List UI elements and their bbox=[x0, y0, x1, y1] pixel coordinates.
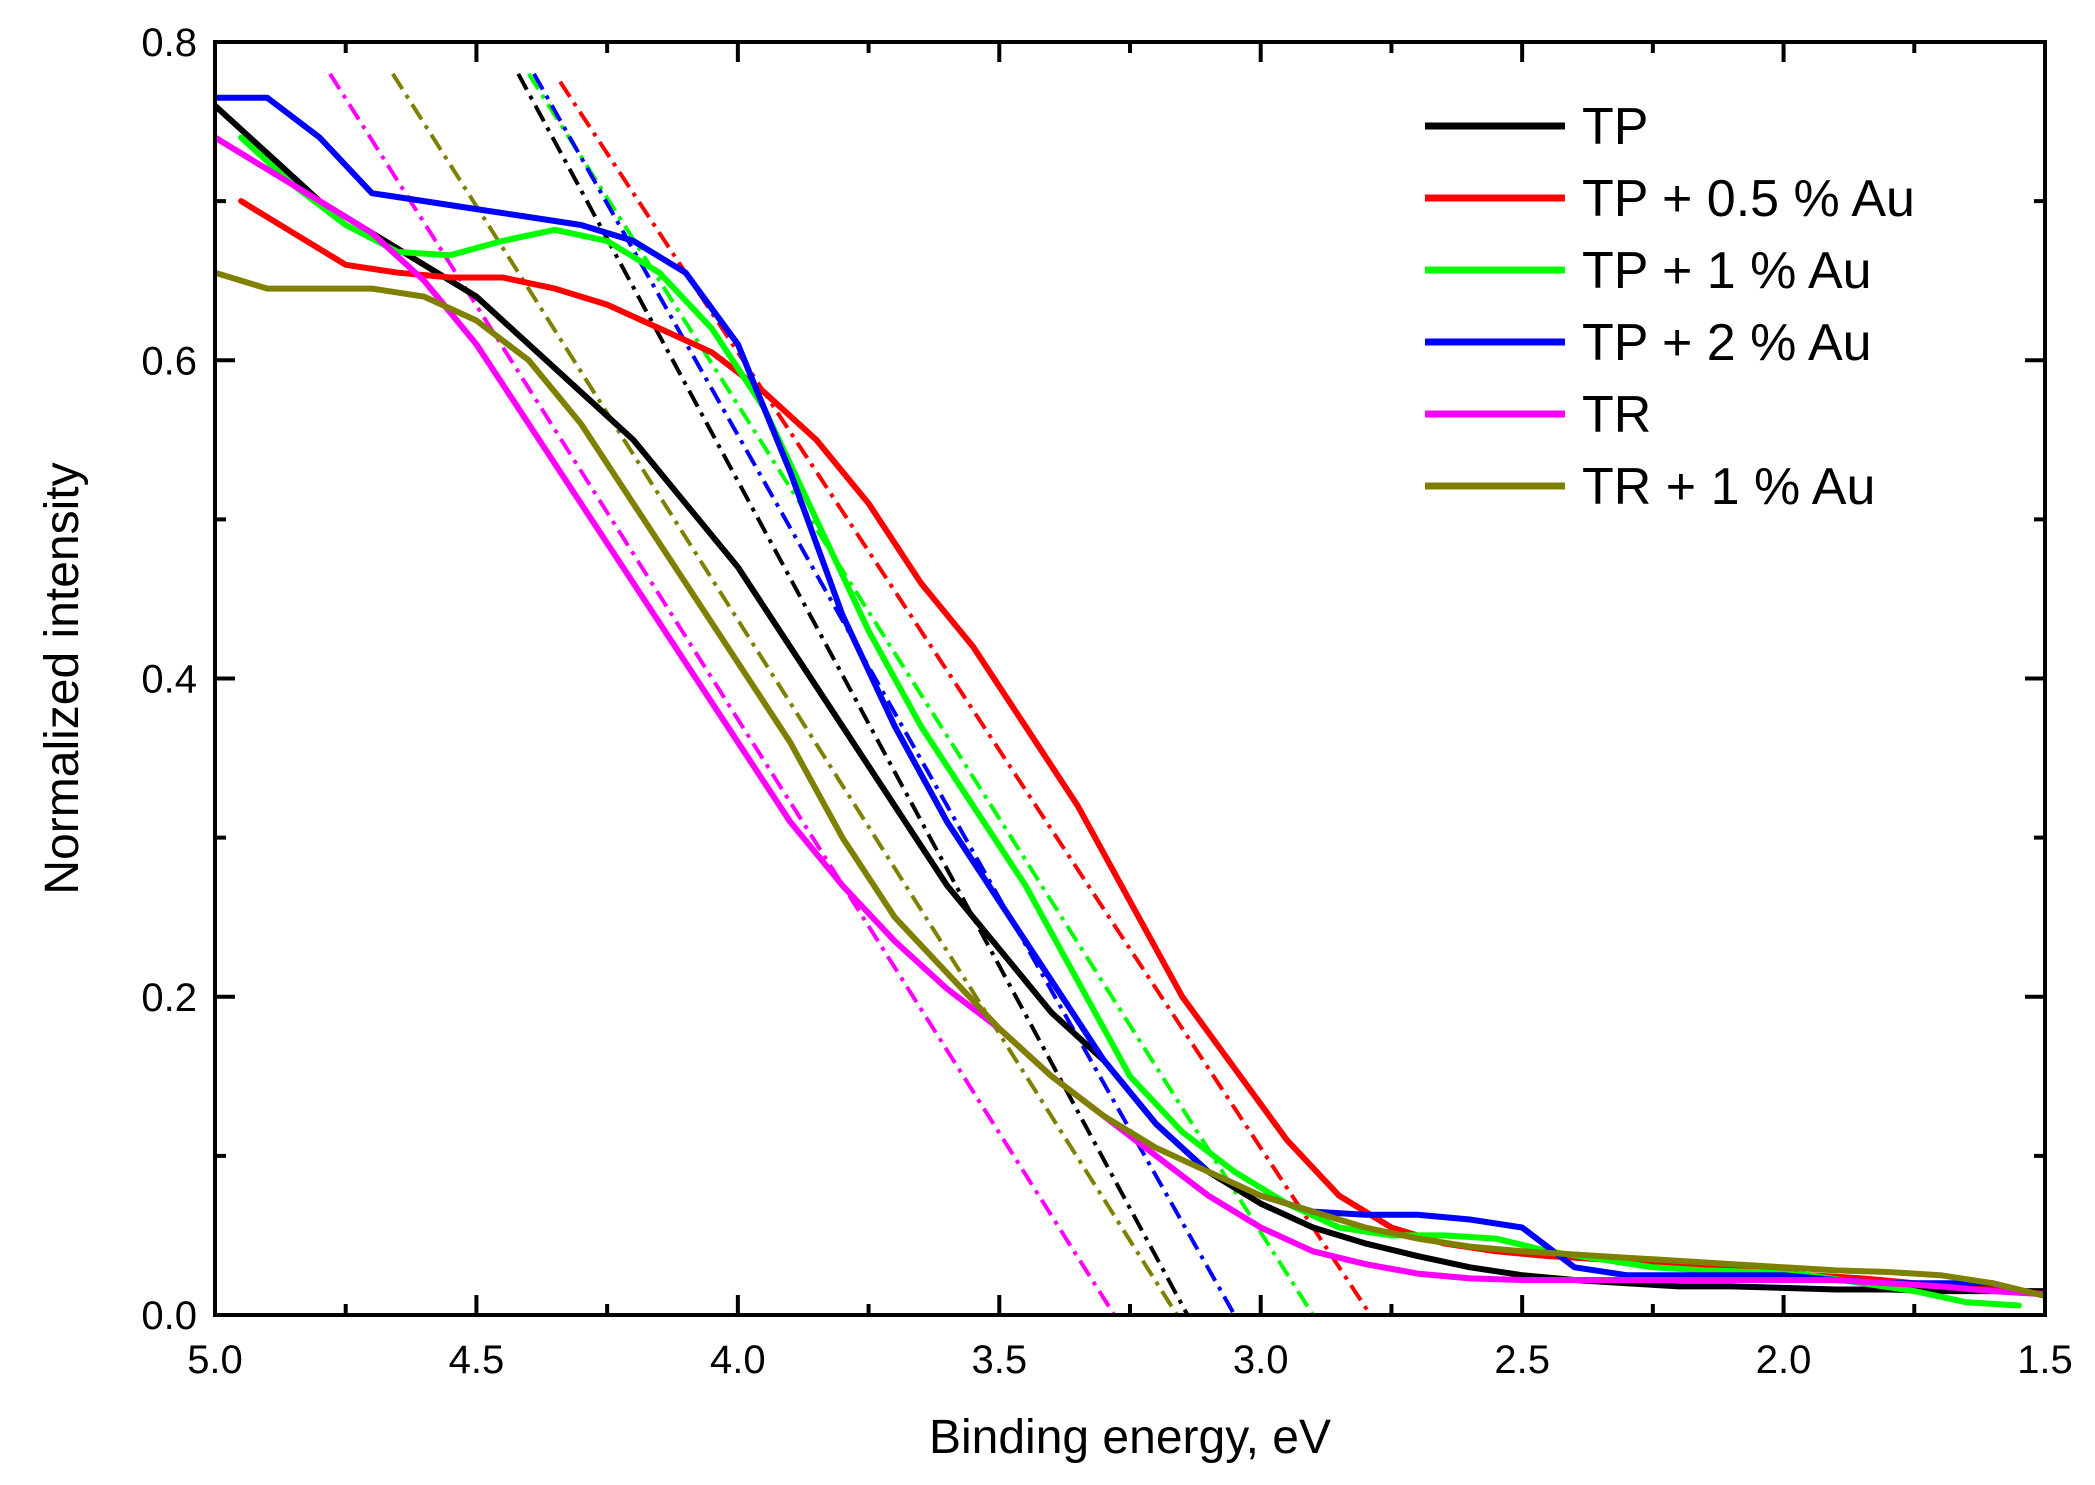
x-tick-label: 3.0 bbox=[1233, 1338, 1289, 1382]
fit-line bbox=[516, 72, 1190, 1315]
legend: TP TP + 0.5 % Au TP + 1 % Au TP + 2 % Au TR T… bbox=[1425, 98, 1915, 516]
legend-label: TR + 1 % Au bbox=[1582, 458, 1875, 516]
legend-label: TP + 0.5 % Au bbox=[1582, 170, 1915, 228]
fit-line bbox=[328, 72, 1117, 1315]
series-line bbox=[215, 269, 2045, 1299]
axis-ticks bbox=[213, 40, 2047, 1317]
legend-label: TR bbox=[1582, 386, 1651, 444]
legend-label: TP bbox=[1582, 98, 1648, 156]
y-tick-label: 0.4 bbox=[141, 658, 197, 702]
series-line bbox=[215, 94, 1996, 1287]
x-tick-label: 5.0 bbox=[187, 1338, 243, 1382]
data-series bbox=[215, 94, 2045, 1309]
fit-line bbox=[532, 72, 1237, 1315]
legend-label: TP + 1 % Au bbox=[1582, 242, 1872, 300]
y-tick-label: 0.6 bbox=[141, 339, 197, 383]
fit-line bbox=[391, 72, 1179, 1315]
fit-lines bbox=[328, 72, 1373, 1315]
series-line bbox=[215, 134, 2045, 1298]
x-tick-label: 1.5 bbox=[2017, 1338, 2073, 1382]
x-tick-label: 2.0 bbox=[1756, 1338, 1812, 1382]
axis-tick-labels: 5.0 4.5 4.0 3.5 3.0 2.5 2.0 1.5 0.0 0.2 0.4 0.6 0.8 bbox=[141, 21, 2072, 1382]
x-tick-label: 2.5 bbox=[1494, 1338, 1550, 1382]
y-tick-label: 0.0 bbox=[141, 1294, 197, 1338]
fit-line bbox=[558, 80, 1373, 1315]
x-tick-label: 3.5 bbox=[971, 1338, 1027, 1382]
y-axis-title: Normalized intensity bbox=[36, 462, 89, 894]
y-tick-label: 0.8 bbox=[141, 21, 197, 65]
x-tick-label: 4.0 bbox=[710, 1338, 766, 1382]
y-tick-label: 0.2 bbox=[141, 976, 197, 1020]
x-axis-title: Binding energy, eV bbox=[929, 1411, 1331, 1464]
plot-frame bbox=[213, 40, 2047, 1317]
x-tick-label: 4.5 bbox=[449, 1338, 505, 1382]
series-line bbox=[238, 134, 2022, 1309]
fit-line bbox=[527, 72, 1315, 1315]
legend-label: TP + 2 % Au bbox=[1582, 314, 1872, 372]
